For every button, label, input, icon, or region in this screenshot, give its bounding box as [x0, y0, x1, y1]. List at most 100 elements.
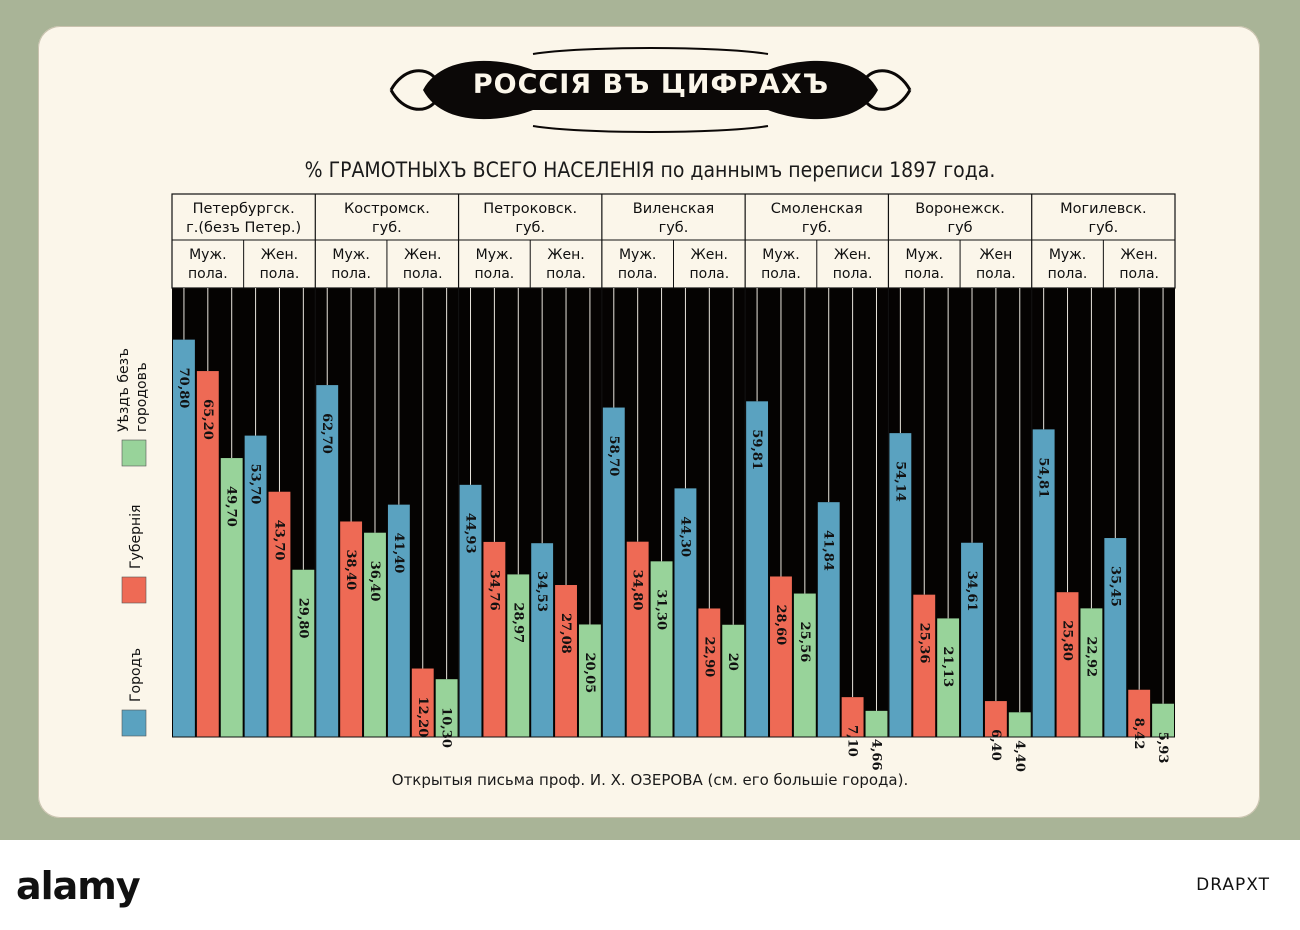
bar-value-label: 7,10	[845, 725, 860, 757]
bar-value-label: 53,70	[248, 464, 263, 505]
data-bar	[1032, 429, 1055, 737]
data-bar	[483, 541, 506, 737]
bar-value-label: 6,40	[988, 729, 1003, 761]
bar-value-label: 20,05	[582, 652, 597, 693]
bar-value-label: 59,81	[749, 429, 764, 470]
bar-value-label: 41,40	[391, 533, 406, 574]
bar-value-label: 10,30	[439, 707, 454, 748]
data-bar	[602, 407, 625, 737]
data-bar	[1104, 538, 1127, 737]
bar-value-label: 62,70	[319, 413, 334, 454]
gender-label: Муж.	[1049, 247, 1086, 263]
region-label: Воронежск.	[915, 201, 1005, 217]
bar-value-label: 4,66	[868, 739, 883, 771]
bar-value-label: 41,84	[821, 530, 836, 571]
bar-value-label: 25,80	[1060, 620, 1075, 661]
gender-label: Жен.	[547, 247, 584, 263]
chart-title: РОССIЯ ВЪ ЦИФРАХЪ	[472, 69, 830, 100]
bar-value-label: 28,97	[510, 602, 525, 643]
data-bar	[173, 339, 195, 737]
gender-label: Муж.	[906, 247, 943, 263]
gender-label: пола.	[331, 266, 371, 282]
gender-label: Муж.	[619, 247, 656, 263]
literacy-bar-chart: Петербургск. г.(безъ Петер.) Муж. пола. 70,8…	[116, 193, 1176, 772]
bar-value-label: 34,76	[486, 570, 501, 611]
gender-label: пола.	[761, 266, 801, 282]
data-bar	[746, 401, 769, 737]
region-label: губ.	[515, 220, 545, 236]
gender-label: пола.	[1048, 266, 1088, 282]
bar-value-label: 22,92	[1083, 636, 1098, 677]
gender-label: пола.	[833, 266, 873, 282]
bar-value-label: 58,70	[606, 436, 621, 477]
legend-swatch	[121, 709, 147, 737]
region-label: Петроковск.	[483, 201, 577, 217]
data-bar	[435, 679, 458, 737]
data-bar	[364, 532, 386, 737]
bar-value-label: 25,56	[797, 622, 812, 663]
legend-label: Уѣздъ безъ	[116, 348, 132, 432]
region-label: губ.	[802, 220, 832, 236]
data-bar	[244, 435, 267, 737]
data-bar	[292, 569, 315, 737]
data-bar	[220, 458, 243, 737]
gender-label: пола.	[188, 266, 228, 282]
title-banner	[389, 47, 912, 133]
bar-value-label: 49,70	[224, 486, 239, 527]
data-bar	[459, 484, 482, 737]
data-bar	[578, 624, 601, 737]
legend-label: Городъ	[128, 648, 144, 702]
data-bar	[1080, 608, 1103, 737]
data-bar	[650, 561, 673, 737]
legend-label: городовъ	[134, 362, 150, 432]
data-bar	[411, 668, 434, 737]
banner-scroll-lines	[532, 47, 769, 133]
region-label: Петербургск.	[193, 201, 295, 217]
gender-label: пола.	[689, 266, 729, 282]
gender-label: Муж.	[332, 247, 369, 263]
data-bar	[387, 504, 410, 737]
data-bar	[937, 618, 960, 737]
bar-value-label: 70,80	[176, 368, 191, 409]
alamy-logo: alamy	[16, 864, 141, 908]
data-bar	[841, 697, 864, 737]
bar-value-label: 44,30	[677, 516, 692, 557]
bar-value-label: 38,40	[343, 549, 358, 590]
region-label: Виленская	[633, 201, 714, 217]
bar-value-label: 54,14	[892, 461, 907, 502]
data-bar	[865, 710, 888, 737]
bar-value-label: 4,40	[1012, 740, 1027, 772]
region-label: Смоленская	[771, 201, 863, 217]
bar-value-label: 54,81	[1036, 457, 1051, 498]
data-bar	[793, 593, 816, 737]
data-bar	[626, 541, 649, 737]
gender-label: Муж.	[189, 247, 226, 263]
data-bar	[196, 371, 219, 737]
banner-plate	[423, 60, 878, 120]
bar-value-label: 21,13	[940, 646, 955, 687]
legend-swatch	[121, 439, 147, 467]
bar-value-label: 25,36	[916, 623, 931, 664]
gender-label: пола.	[904, 266, 944, 282]
data-bar	[268, 491, 291, 737]
data-bar	[1008, 712, 1031, 737]
gender-label: пола.	[260, 266, 300, 282]
bar-value-label: 34,80	[630, 570, 645, 611]
bar-value-label: 27,08	[558, 613, 573, 654]
region-label: Могилевск.	[1060, 201, 1147, 217]
gender-label: пола.	[976, 266, 1016, 282]
stock-id: DRAPXT	[1196, 875, 1270, 895]
data-bar	[1128, 689, 1151, 737]
bar-value-label: 28,60	[773, 604, 788, 645]
gender-label: пола.	[1119, 266, 1159, 282]
region-label: Костромск.	[344, 201, 430, 217]
gender-label: Жен.	[834, 247, 871, 263]
bar-value-label: 29,80	[295, 598, 310, 639]
data-bar	[316, 385, 339, 737]
data-bar	[555, 585, 577, 737]
data-bar	[770, 576, 792, 737]
bar-value-label: 5,93	[1155, 732, 1170, 764]
gender-label: пола.	[403, 266, 443, 282]
chart-subtitle: % ГРАМОТНЫХЪ ВСЕГО НАСЕЛЕНIЯ по даннымъ …	[304, 158, 996, 182]
bar-value-label: 34,53	[534, 571, 549, 612]
